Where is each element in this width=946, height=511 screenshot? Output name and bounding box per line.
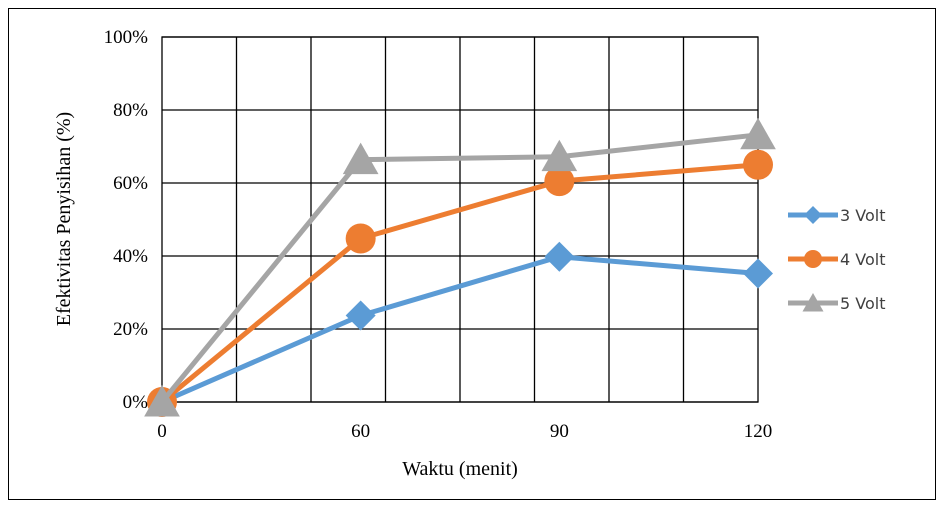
series-line (161, 254, 759, 405)
series-layer (144, 117, 776, 417)
legend-item: 3 Volt (788, 206, 885, 225)
y-tick-label: 60% (113, 173, 148, 194)
legend-item: 5 Volt (788, 293, 885, 313)
data-point (342, 142, 379, 175)
data-point (345, 223, 376, 254)
data-point (544, 241, 575, 272)
data-point (740, 117, 776, 150)
legend: 3 Volt 4 Volt 5 Volt (788, 206, 885, 313)
grid (161, 36, 759, 403)
data-point (541, 139, 578, 172)
legend-marker (804, 206, 822, 224)
legend-item: 4 Volt (788, 250, 885, 269)
legend-marker (802, 293, 824, 312)
y-tick-label: 40% (113, 246, 148, 267)
series-5-volt (144, 117, 776, 417)
legend-marker (804, 250, 822, 268)
data-point (144, 385, 180, 417)
legend-label: 3 Volt (840, 206, 885, 225)
x-tick-label: 120 (744, 421, 773, 442)
data-point (544, 166, 575, 197)
series-line (160, 162, 759, 404)
legend-label: 4 Volt (840, 250, 885, 269)
x-tick-label: 90 (550, 421, 569, 442)
y-tick-label: 20% (113, 319, 148, 340)
tick-labels: 0% 20% 40% 60% 80% 100% 0 60 90 120 (104, 27, 773, 442)
series-line (160, 132, 759, 404)
legend-label: 5 Volt (840, 294, 885, 313)
data-point (743, 258, 773, 289)
x-tick-label: 60 (351, 421, 370, 442)
y-axis-title: Efektivitas Penyisihan (%) (53, 112, 75, 326)
x-axis-title: Waktu (menit) (402, 458, 518, 480)
y-tick-label: 80% (113, 100, 148, 121)
data-point (743, 149, 773, 180)
y-tick-label: 100% (104, 27, 149, 48)
y-tick-label: 0% (123, 392, 149, 413)
data-point (345, 300, 376, 331)
x-tick-label: 0 (157, 421, 167, 442)
